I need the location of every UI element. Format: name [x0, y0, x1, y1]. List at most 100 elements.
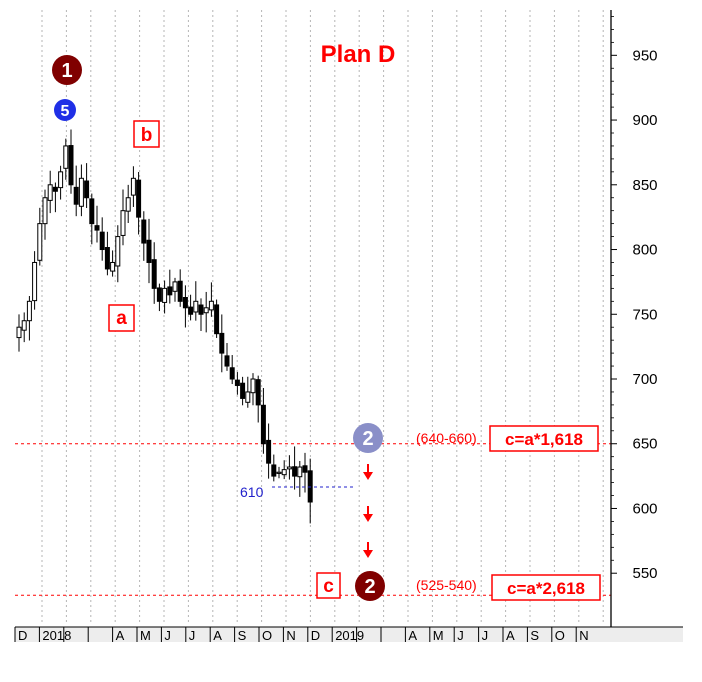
wave-a-label: a [116, 308, 127, 329]
support-label: 610 [240, 484, 264, 500]
y-tick-label: 900 [632, 112, 657, 129]
candle-body [182, 297, 188, 309]
candle-body [21, 320, 27, 331]
candle-body [94, 225, 100, 231]
candle-body [260, 404, 266, 445]
candle-body [52, 186, 58, 192]
wave-1-marker: 1 [52, 55, 82, 85]
x-tick-label: N [579, 628, 588, 643]
candle-body [89, 198, 95, 225]
x-tick-label: 2019 [335, 628, 364, 643]
x-tick-label: O [262, 628, 272, 643]
candle-body [141, 219, 147, 244]
candle-body [292, 466, 298, 477]
x-tick-label: S [238, 628, 247, 643]
candle-body [73, 186, 79, 205]
wave-a-marker: a [108, 304, 135, 332]
support-level: 610 [240, 484, 356, 500]
y-tick-label: 650 [632, 436, 657, 453]
candle-body [125, 197, 131, 212]
candle-body [271, 464, 277, 477]
candlestick-series [16, 129, 313, 524]
x-tick-label: S [530, 628, 539, 643]
candle-body [219, 332, 225, 354]
x-tick-label: A [408, 628, 417, 643]
candle-body [47, 184, 53, 201]
x-tick-label: M [433, 628, 444, 643]
candle-body [63, 145, 69, 169]
level-upper: 2 (640-660) c=a*1,618 [353, 423, 599, 453]
y-tick-label: 550 [632, 565, 657, 582]
candle-body [203, 307, 209, 314]
candle-body [172, 281, 178, 292]
y-tick-label: 700 [632, 371, 657, 388]
candle-body [177, 280, 183, 302]
candle-body [32, 261, 38, 302]
wave-c-label: c [323, 576, 334, 597]
candle-body [151, 259, 157, 289]
candle-body [240, 382, 246, 399]
candle-body [193, 300, 199, 313]
x-tick-label: A [213, 628, 222, 643]
x-tick-label: J [482, 628, 489, 643]
level-upper-marker: 2 [362, 428, 373, 450]
candle-body [307, 470, 313, 503]
candle-body [188, 306, 194, 315]
candle-body [84, 180, 90, 199]
candle-body [266, 439, 272, 464]
candle-body [37, 223, 43, 261]
x-tick-label: J [189, 628, 196, 643]
level-lower: c 2 (525-540) c=a*2,618 [316, 571, 601, 601]
down-arrows [363, 464, 373, 558]
candle-body [156, 287, 162, 302]
candle-body [214, 304, 220, 335]
x-tick-label: 2018 [42, 628, 71, 643]
candle-body [146, 239, 152, 263]
x-tick-label: J [164, 628, 171, 643]
candle-body [130, 177, 136, 196]
candle-body [234, 379, 240, 386]
y-tick-label: 850 [632, 177, 657, 194]
chart-title: Plan D [321, 41, 396, 68]
candle-body [136, 179, 142, 218]
y-tick-label: 800 [632, 242, 657, 259]
candle-body [162, 287, 168, 303]
level-lower-formula: c=a*2,618 [507, 579, 585, 598]
x-tick-label: A [116, 628, 125, 643]
x-tick-label: N [286, 628, 295, 643]
wave-5-label: 5 [61, 103, 70, 120]
candle-body [115, 236, 121, 267]
y-axis: 950 900 850 800 750 700 650 600 550 [611, 16, 658, 582]
y-tick-label: 600 [632, 500, 657, 517]
x-tick-label: D [18, 628, 27, 643]
wave-b-marker: b [133, 120, 160, 148]
candle-body [250, 378, 256, 394]
candle-body [281, 469, 287, 476]
x-tick-label: M [140, 628, 151, 643]
candle-body [255, 379, 261, 406]
candle-body [229, 367, 235, 380]
x-axis: D 2018 A M J J A S O N D 2019 A M J J A S O N [14, 626, 683, 643]
candle-body [167, 286, 173, 296]
candle-body [99, 231, 105, 251]
candle-body [110, 261, 116, 272]
x-axis-band [15, 627, 683, 642]
candle-body [198, 304, 204, 315]
candle-body [58, 171, 64, 189]
y-tick-label: 750 [632, 306, 657, 323]
candle-body [68, 145, 74, 186]
wave-b-label: b [141, 125, 153, 146]
level-upper-formula: c=a*1,618 [505, 430, 583, 449]
y-tick-label: 950 [632, 47, 657, 64]
level-upper-range: (640-660) [416, 430, 477, 446]
x-tick-label: D [311, 628, 320, 643]
wave-5-marker: 5 [54, 99, 76, 121]
x-tick-label: J [457, 628, 464, 643]
level-lower-marker: 2 [364, 576, 375, 598]
candle-body [16, 326, 22, 339]
wave-1-label: 1 [61, 60, 72, 82]
x-tick-label: A [506, 628, 515, 643]
candle-body [104, 247, 110, 270]
